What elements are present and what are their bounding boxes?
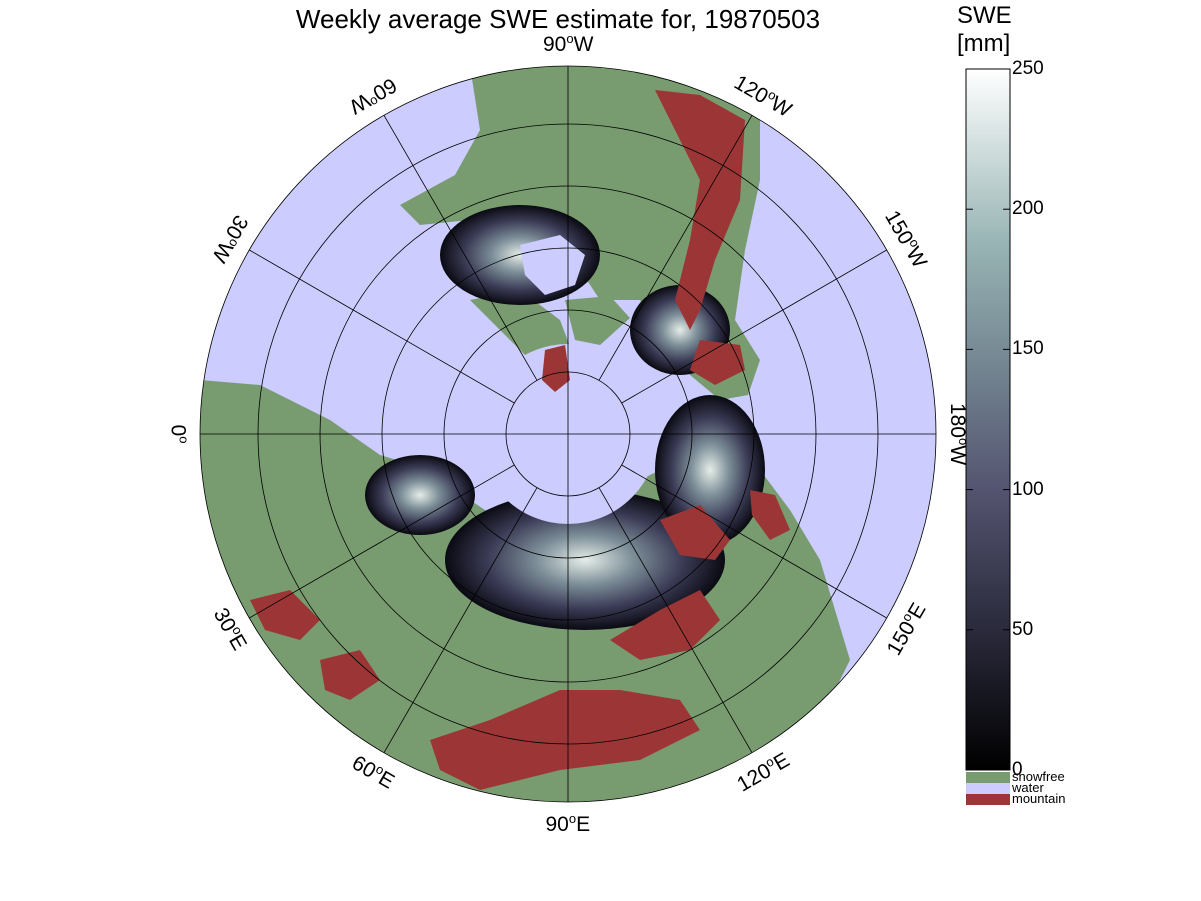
- legend-label: snowfree: [1012, 769, 1065, 784]
- longitude-degree: 90: [545, 813, 569, 836]
- longitude-direction: W: [573, 33, 594, 56]
- snow-cover-east-siberia: [655, 395, 765, 545]
- degree-symbol: o: [175, 436, 191, 444]
- snow-cover-scandinavia: [365, 455, 475, 535]
- mountain-east-siberia: [660, 505, 730, 560]
- arctic-island: [565, 296, 630, 345]
- colorbar-tick-label: 50: [1012, 618, 1034, 640]
- mountain-greenland: [542, 345, 570, 392]
- meridian-line: [621, 249, 887, 404]
- colorbar-tick-label: 200: [1012, 198, 1044, 220]
- meridian-line: [249, 464, 515, 619]
- degree-symbol: o: [568, 811, 577, 826]
- longitude-degree: 0: [165, 424, 189, 437]
- colorbar-tick-marks: [966, 68, 1010, 771]
- legend-label: water: [1012, 780, 1044, 795]
- map-title: Weekly average SWE estimate for, 1987050…: [295, 4, 821, 34]
- meridian-line: [598, 487, 753, 753]
- map-boundary: [199, 65, 937, 803]
- mountain-kamchatka: [750, 490, 790, 540]
- longitude-label: 90oE: [546, 811, 591, 837]
- hudson-bay: [520, 235, 585, 295]
- meridian-line: [383, 487, 538, 753]
- longitude-label: 90oW: [543, 31, 593, 57]
- colorbar-tick-label: 0: [1012, 759, 1023, 780]
- mountain-alaska: [690, 340, 745, 385]
- colorbar: [965, 68, 1011, 771]
- legend-swatch: [966, 783, 1010, 794]
- meridian-line: [249, 249, 515, 404]
- longitude-direction: E: [576, 813, 591, 836]
- longitude-label: 0o: [165, 425, 191, 444]
- colorbar-title-line1: SWE: [957, 2, 1012, 29]
- legend-swatch: [966, 772, 1010, 783]
- longitude-degree: 180: [946, 402, 970, 438]
- legend-swatch: [966, 794, 1010, 805]
- mountain-caucasus: [320, 650, 380, 700]
- graticule: [199, 65, 937, 803]
- colorbar-tick-label: 150: [1012, 338, 1044, 360]
- longitude-label: 180oW: [945, 403, 971, 465]
- polar-map: [200, 66, 936, 802]
- colorbar-tick-label: 250: [1012, 58, 1044, 79]
- degree-symbol: o: [566, 31, 574, 46]
- colorbar-tick-label: 100: [1012, 478, 1044, 500]
- mountain-alps: [250, 590, 320, 640]
- mountain-central-asia: [610, 590, 720, 660]
- meridian-line: [598, 115, 753, 381]
- meridian-lines: [200, 66, 936, 802]
- mountain-himalaya: [430, 690, 700, 790]
- meridian-line: [383, 115, 538, 381]
- colorbar-title: SWE [mm]: [957, 2, 1012, 58]
- meridian-line: [621, 464, 887, 619]
- mountain-rockies: [655, 90, 745, 330]
- legend-label: mountain: [1012, 791, 1066, 806]
- longitude-degree: 90: [543, 33, 567, 56]
- longitude-direction: W: [946, 445, 970, 466]
- colorbar-title-line2: [mm]: [957, 30, 1011, 57]
